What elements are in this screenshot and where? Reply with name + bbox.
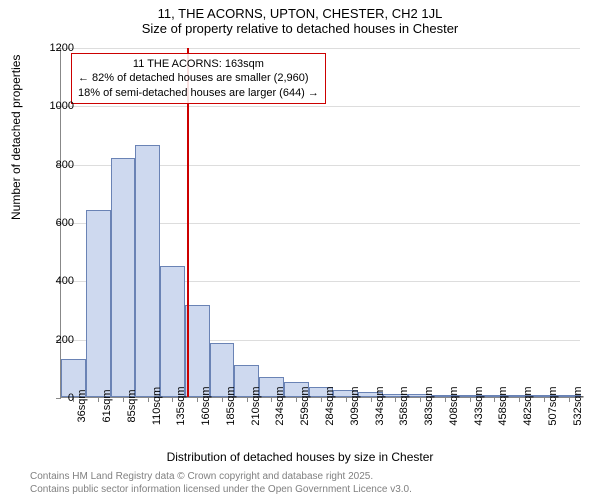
x-tick-label: 259sqm (299, 386, 311, 425)
x-tick-label: 482sqm (522, 386, 534, 425)
x-tick-mark (197, 397, 198, 402)
x-tick-label: 458sqm (497, 386, 509, 425)
x-tick-label: 234sqm (274, 386, 286, 425)
x-tick-mark (371, 397, 372, 402)
x-tick-mark (321, 397, 322, 402)
x-tick-label: 185sqm (225, 386, 237, 425)
x-tick-mark (494, 397, 495, 402)
x-tick-mark (569, 397, 570, 402)
chart-title: 11, THE ACORNS, UPTON, CHESTER, CH2 1JL (0, 0, 600, 21)
x-tick-mark (247, 397, 248, 402)
y-tick-mark (56, 398, 61, 399)
x-tick-mark (544, 397, 545, 402)
x-tick-mark (346, 397, 347, 402)
footer-line-2: Contains public sector information licen… (30, 483, 412, 496)
x-tick-mark (271, 397, 272, 402)
y-tick-label: 1000 (50, 100, 74, 112)
x-tick-label: 284sqm (324, 386, 336, 425)
x-tick-mark (519, 397, 520, 402)
annotation-line-3: 18% of semi-detached houses are larger (… (78, 86, 319, 100)
x-tick-mark (420, 397, 421, 402)
histogram-bar (160, 266, 185, 397)
x-tick-mark (172, 397, 173, 402)
y-tick-label: 400 (56, 275, 74, 287)
y-tick-label: 1200 (50, 42, 74, 54)
footer-line-1: Contains HM Land Registry data © Crown c… (30, 470, 412, 483)
x-tick-label: 135sqm (175, 386, 187, 425)
annotation-box: 11 THE ACORNS: 163sqm← 82% of detached h… (71, 53, 326, 104)
annotation-line-2: ← 82% of detached houses are smaller (2,… (78, 71, 319, 85)
x-tick-mark (470, 397, 471, 402)
chart-subtitle: Size of property relative to detached ho… (0, 21, 600, 40)
gridline (61, 48, 580, 49)
y-axis-label: Number of detached properties (9, 55, 23, 220)
y-tick-label: 0 (68, 392, 74, 404)
x-tick-mark (98, 397, 99, 402)
x-tick-mark (123, 397, 124, 402)
annotation-line-1: 11 THE ACORNS: 163sqm (78, 57, 319, 71)
x-tick-mark (296, 397, 297, 402)
x-tick-label: 210sqm (250, 386, 262, 425)
chart-footer: Contains HM Land Registry data © Crown c… (30, 470, 412, 496)
x-tick-label: 36sqm (76, 389, 88, 422)
x-tick-label: 309sqm (349, 386, 361, 425)
y-tick-label: 800 (56, 159, 74, 171)
x-tick-label: 383sqm (423, 386, 435, 425)
y-tick-label: 200 (56, 334, 74, 346)
x-tick-label: 358sqm (398, 386, 410, 425)
x-tick-label: 110sqm (151, 387, 163, 425)
x-tick-label: 334sqm (374, 386, 386, 425)
x-tick-label: 160sqm (200, 386, 212, 425)
x-tick-mark (395, 397, 396, 402)
x-tick-label: 532sqm (572, 386, 584, 425)
x-tick-mark (148, 397, 149, 402)
gridline (61, 106, 580, 107)
x-tick-mark (222, 397, 223, 402)
y-tick-label: 600 (56, 217, 74, 229)
x-tick-label: 85sqm (126, 389, 138, 422)
x-tick-mark (445, 397, 446, 402)
histogram-bar (111, 158, 136, 397)
x-tick-label: 433sqm (473, 386, 485, 425)
x-tick-label: 507sqm (547, 386, 559, 425)
x-tick-label: 408sqm (448, 386, 460, 425)
histogram-bar (86, 210, 111, 397)
plot-area: 11 THE ACORNS: 163sqm← 82% of detached h… (60, 48, 580, 398)
histogram-bar (135, 145, 160, 397)
x-axis-label: Distribution of detached houses by size … (167, 450, 434, 464)
x-tick-label: 61sqm (101, 389, 113, 422)
